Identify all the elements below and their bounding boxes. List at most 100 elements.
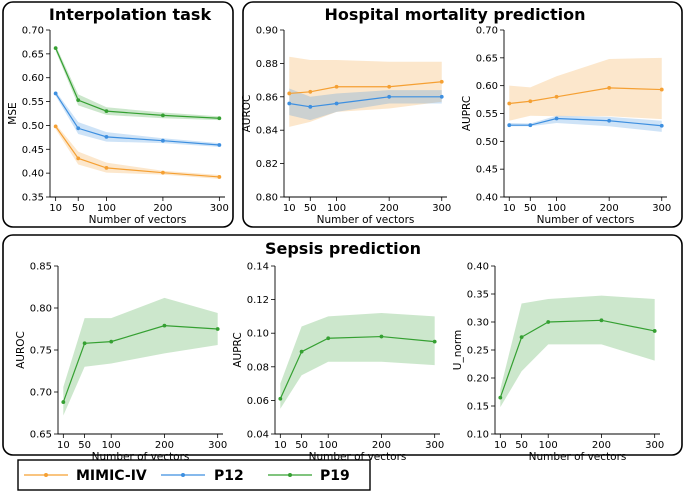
- legend-label-p12: P12: [214, 468, 244, 484]
- mortality-auprc-y-tick-label: 0.45: [476, 165, 498, 176]
- mortality-auroc-p12-point: [387, 94, 392, 99]
- mortality-auprc-mimic-iv-confidence-band: [509, 57, 662, 121]
- sepsis-unorm-x-tick-label: 300: [645, 440, 664, 451]
- sepsis-auroc-y-tick-label: 0.65: [30, 430, 52, 441]
- mortality-auprc-y-tick-label: 0.40: [476, 193, 498, 204]
- sepsis-auroc-x-tick-label: 200: [155, 440, 174, 451]
- interp-mse-x-tick-label: 100: [97, 203, 116, 214]
- sepsis-unorm-y-tick-label: 0.40: [467, 262, 489, 273]
- interp-mse-y-axis-title: MSE: [7, 102, 19, 124]
- mortality-auroc-y-tick-label: 0.90: [256, 26, 278, 37]
- interp-mse-y-tick-label: 0.55: [22, 97, 44, 108]
- mortality-auroc-mimic-iv-point: [439, 79, 444, 84]
- mortality-auprc-y-tick-label: 0.50: [476, 137, 498, 148]
- interp-mse-chart: 0.35 0.40 0.45 0.50 0.55 0.60 0.65 0.70 10 50 100 2…: [7, 26, 229, 227]
- sepsis-auroc-p19-confidence-band: [63, 297, 218, 416]
- sepsis-auroc-p19-point: [109, 339, 114, 344]
- mortality-auprc-mimic-iv-point: [659, 87, 664, 92]
- legend-marker-mimic: [44, 473, 48, 477]
- mortality-auroc-x-tick-label: 300: [432, 203, 451, 214]
- interp-mse-mimic-iv-point: [161, 170, 165, 175]
- mortality-auprc-x-axis-title: Number of vectors: [537, 214, 635, 226]
- interp-mse-x-tick-label: 200: [153, 203, 172, 214]
- interp-mse-p12-confidence-band: [55, 91, 220, 147]
- sepsis-unorm-p19-point: [652, 329, 657, 333]
- sepsis-auroc-x-tick-label: 300: [208, 440, 227, 451]
- sepsis-auprc-x-tick-label: 300: [425, 440, 444, 451]
- interpolation-panel-frame: [2, 1, 234, 228]
- sepsis-auprc-y-tick-label: 0.08: [247, 362, 269, 373]
- mortality-title: Hospital mortality prediction: [324, 5, 585, 24]
- interp-mse-x-tick-label: 50: [72, 203, 85, 214]
- mortality-auprc-mimic-iv-point: [528, 99, 533, 104]
- mortality-auprc-mimic-iv-point: [507, 101, 512, 106]
- sepsis-auroc-x-tick-label: 100: [102, 440, 121, 451]
- sepsis-auroc-y-tick-label: 0.85: [30, 262, 52, 273]
- sepsis-auprc-y-tick-label: 0.04: [247, 430, 269, 441]
- sepsis-auroc-x-tick-label: 50: [78, 440, 91, 451]
- interp-mse-y-tick-label: 0.60: [22, 73, 44, 84]
- sepsis-auprc-p19-point: [379, 334, 384, 339]
- sepsis-auprc-p19-point: [299, 349, 304, 354]
- mortality-auprc-y-tick-label: 0.55: [476, 109, 498, 120]
- mortality-auprc-x-tick-label: 100: [547, 203, 566, 214]
- mortality-auroc-p12-point: [334, 101, 339, 106]
- mortality-auroc-y-tick-label: 0.84: [256, 126, 278, 137]
- legend-label-p19: P19: [320, 468, 350, 484]
- mortality-auroc-mimic-iv-confidence-band: [289, 56, 442, 127]
- interpolation-title: Interpolation task: [49, 5, 212, 24]
- interp-mse-mimic-iv-point: [104, 165, 109, 170]
- mortality-auprc-y-tick-label: 0.70: [476, 26, 498, 37]
- sepsis-auprc-p19-confidence-band: [280, 313, 435, 409]
- mortality-auprc-p12-confidence-band: [509, 115, 662, 132]
- sepsis-unorm-x-tick-label: 50: [515, 440, 528, 451]
- mortality-auroc-x-tick-label: 50: [304, 203, 317, 214]
- interp-mse-p19-confidence-band: [55, 45, 220, 121]
- sepsis-auprc-x-tick-label: 10: [274, 440, 287, 451]
- interp-mse-x-tick-label: 300: [210, 203, 229, 214]
- interp-mse-p19-point: [53, 46, 58, 51]
- mortality-auprc-x-tick-label: 300: [652, 203, 671, 214]
- mortality-auprc-p12-point: [507, 123, 512, 128]
- interp-mse-p19-point: [217, 116, 222, 121]
- interp-mse-x-axis-title: Number of vectors: [89, 214, 187, 226]
- sepsis-unorm-y-tick-label: 0.35: [467, 290, 489, 301]
- sepsis-unorm-y-tick-label: 0.30: [467, 318, 489, 329]
- sepsis-auroc-x-tick-label: 10: [57, 440, 70, 451]
- sepsis-auprc-y-tick-label: 0.06: [247, 396, 269, 407]
- sepsis-auroc-p19-point: [162, 323, 167, 328]
- mortality-auprc-y-tick-label: 0.65: [476, 53, 498, 64]
- sepsis-auprc-y-tick-label: 0.14: [247, 262, 269, 273]
- interp-mse-p12-point: [104, 134, 109, 139]
- sepsis-unorm-y-tick-label: 0.25: [467, 346, 489, 357]
- mortality-auroc-chart: 0.80 0.82 0.84 0.86 0.88 0.90 10 50 100 200 300 Num…: [241, 26, 451, 227]
- mortality-auroc-y-tick-label: 0.82: [256, 159, 278, 170]
- sepsis-panel-frame: [2, 234, 683, 456]
- sepsis-auroc-y-tick-label: 0.75: [30, 346, 52, 357]
- interp-mse-p19-point: [104, 109, 109, 114]
- legend-label-mimic: MIMIC-IV: [76, 468, 147, 484]
- sepsis-auprc-y-axis-title: AUPRC: [232, 332, 244, 367]
- mortality-auroc-p12-point: [439, 94, 444, 99]
- interp-mse-p12-point: [217, 143, 222, 147]
- sepsis-unorm-y-axis-title: U_norm: [452, 330, 464, 370]
- mortality-auprc-p12-point: [607, 118, 612, 123]
- sepsis-auprc-p19-point: [278, 396, 283, 401]
- sepsis-unorm-x-tick-label: 10: [494, 440, 507, 451]
- sepsis-auroc-p19-point: [82, 341, 87, 346]
- sepsis-unorm-y-tick-label: 0.15: [467, 402, 489, 413]
- interp-mse-y-tick-label: 0.45: [22, 145, 44, 156]
- sepsis-title: Sepsis prediction: [265, 239, 421, 258]
- mortality-auprc-mimic-iv-point: [554, 94, 559, 99]
- mortality-auroc-p12-point: [308, 104, 313, 109]
- mortality-auroc-mimic-iv-point: [387, 84, 392, 89]
- sepsis-unorm-chart: 0.10 0.15 0.20 0.25 0.30 0.35 0.40 10 50 100 200 30…: [452, 262, 664, 464]
- interp-mse-p19-point: [161, 113, 165, 118]
- mortality-auroc-y-axis-title: AUROC: [241, 95, 253, 133]
- mortality-auroc-y-tick-label: 0.80: [256, 193, 278, 204]
- mortality-auroc-p12-point: [287, 101, 292, 106]
- mortality-auroc-y-tick-label: 0.86: [256, 92, 278, 103]
